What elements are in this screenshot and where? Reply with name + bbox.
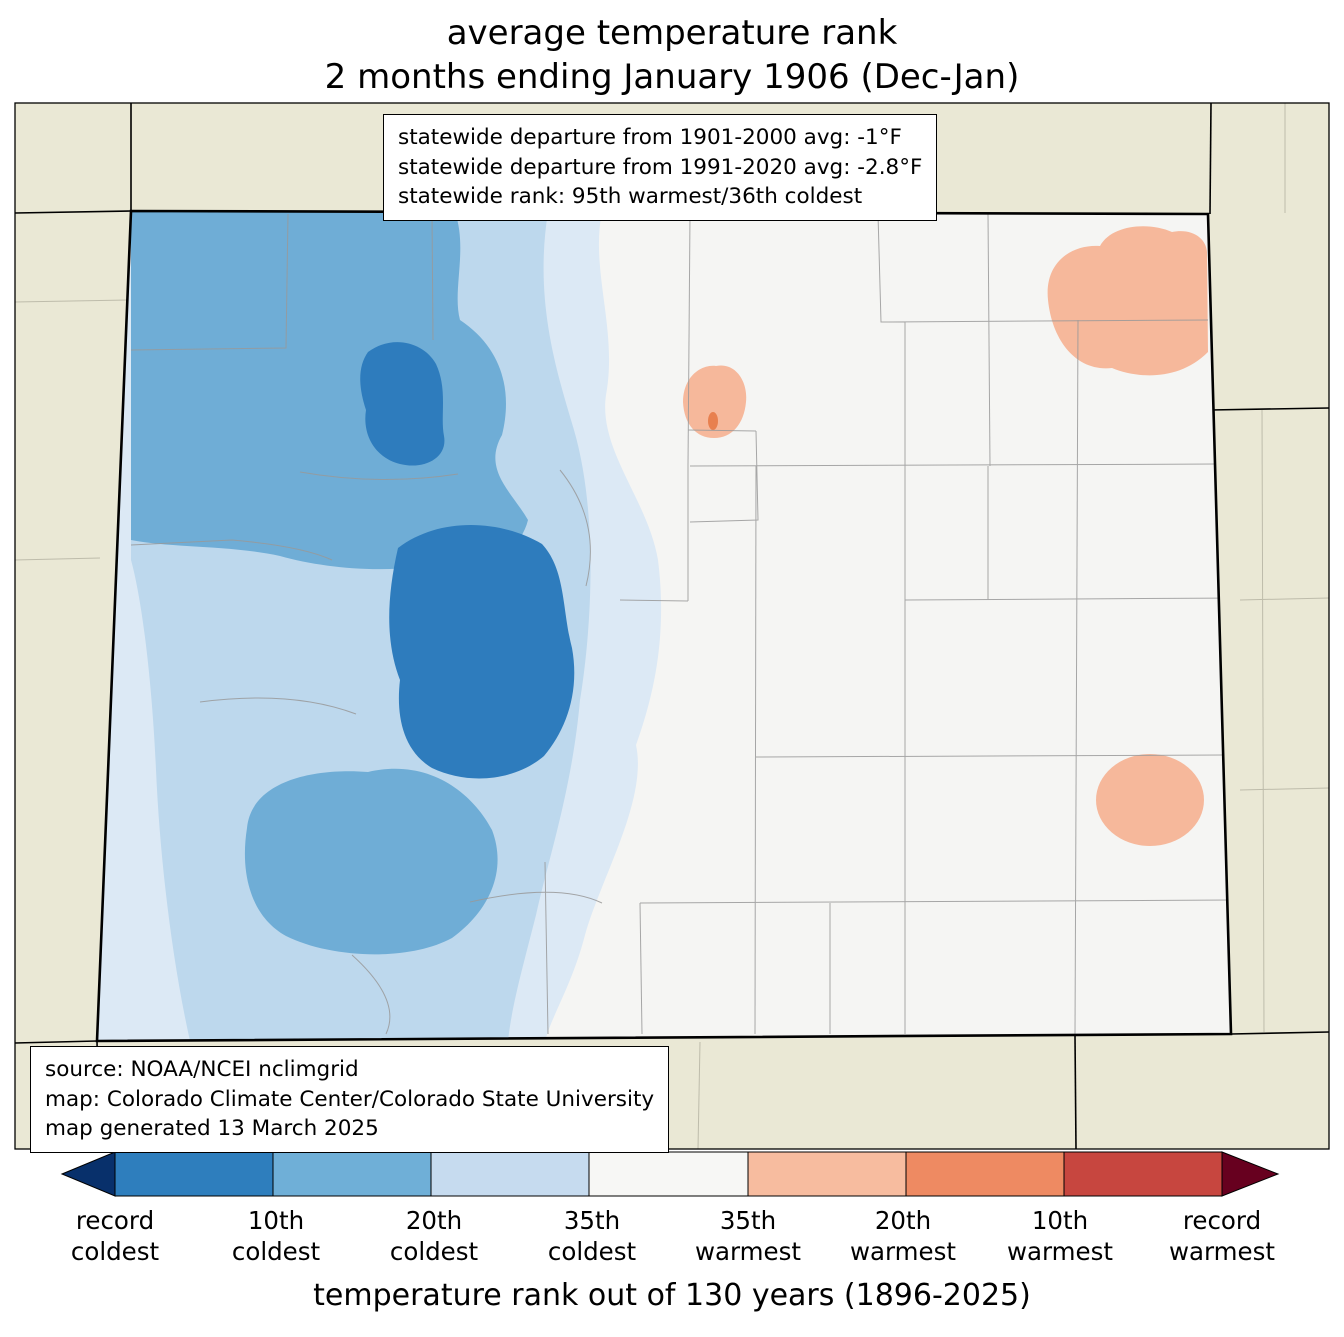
chart-title: average temperature rank 2 months ending…	[0, 12, 1344, 99]
source-box: source: NOAA/NCEI nclimgrid map: Colorad…	[30, 1046, 670, 1153]
colorbar-seg-2	[272, 1151, 432, 1197]
source-line-1: source: NOAA/NCEI nclimgrid	[45, 1057, 359, 1082]
colorbar-seg-7	[1063, 1151, 1223, 1197]
colorbar-caption: temperature rank out of 130 years (1896-…	[313, 1278, 1031, 1313]
stats-line-1: statewide departure from 1901-2000 avg: …	[398, 125, 902, 150]
colorbar-seg-1	[114, 1151, 274, 1197]
outside-county-lines	[14, 103, 1330, 1150]
region-record-coldest-central	[389, 525, 575, 779]
stats-box: statewide departure from 1901-2000 avg: …	[383, 114, 938, 221]
legend-label-20th-coldest: 20th coldest	[389, 1206, 479, 1266]
chart-title-line1: average temperature rank	[446, 13, 898, 53]
stats-line-3: statewide rank: 95th warmest/36th coldes…	[398, 184, 863, 210]
region-warm-southeast	[1096, 754, 1204, 846]
legend-label-35th-coldest: 35th coldest	[547, 1206, 637, 1266]
colorbar-seg-6	[905, 1151, 1065, 1197]
axes-frame	[14, 102, 1330, 1150]
region-10th-coldest-sw	[244, 768, 498, 955]
colorbar-arrow-left	[60, 1151, 116, 1197]
colorbar-arrow-right	[1221, 1151, 1280, 1197]
region-record-coldest-north	[360, 342, 445, 466]
chart-title-line2: 2 months ending January 1906 (Dec-Jan)	[324, 56, 1020, 97]
legend-label-10th-warmest: 10th warmest	[1006, 1206, 1113, 1266]
legend-label-record-warmest: record warmest	[1168, 1206, 1275, 1266]
source-line-2: map: Colorado Climate Center/Colorado St…	[45, 1086, 655, 1112]
region-warm-northeast	[1047, 226, 1208, 376]
legend-label-20th-warmest: 20th warmest	[849, 1206, 956, 1266]
legend-label-35th-warmest: 35th warmest	[694, 1206, 801, 1266]
legend-label-record-coldest: record coldest	[70, 1206, 160, 1266]
region-10th-coldest-nw	[131, 211, 528, 570]
source-line-3: map generated 13 March 2025	[45, 1116, 379, 1142]
colorbar-seg-5	[747, 1151, 907, 1197]
colorbar-seg-3	[430, 1151, 590, 1197]
stats-line-2: statewide departure from 1991-2020 avg: …	[398, 154, 923, 180]
county-lines	[130, 213, 1231, 1035]
region-warm-front-range	[683, 365, 747, 438]
legend-label-10th-coldest: 10th coldest	[231, 1206, 321, 1266]
region-warm-front-range-core	[708, 412, 718, 430]
colorbar-seg-4	[588, 1151, 749, 1197]
colorbar	[60, 1151, 1280, 1197]
